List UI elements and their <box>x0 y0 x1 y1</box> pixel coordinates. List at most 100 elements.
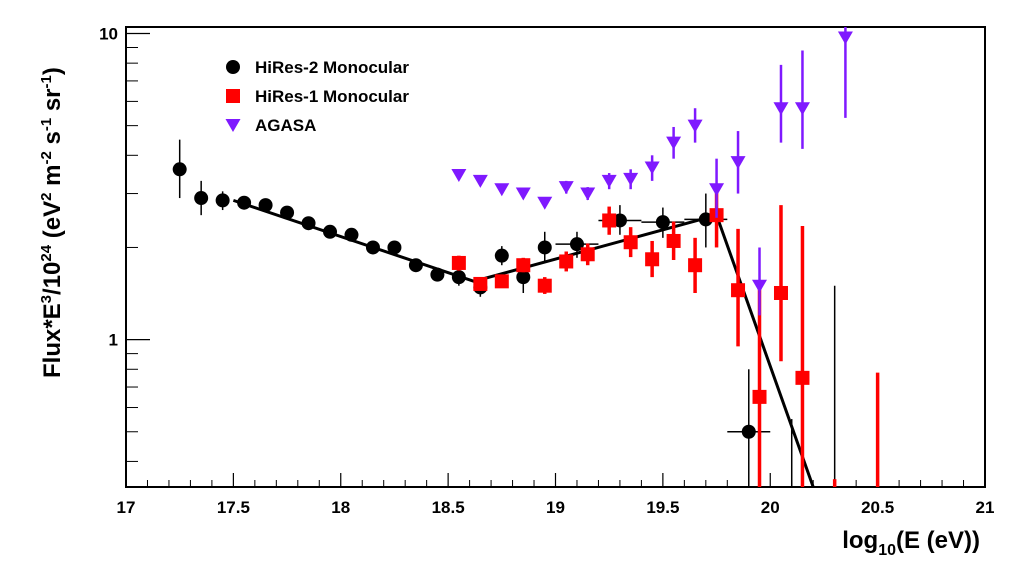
point-0-20 <box>655 215 670 230</box>
point-0-1 <box>194 191 209 206</box>
point-1-15 <box>773 285 788 300</box>
x-axis-title-rest: (E (eV)) <box>896 527 980 554</box>
y-title-s6: -1 <box>38 75 55 88</box>
legend-marker-2 <box>225 119 241 132</box>
point-0-5 <box>280 205 295 220</box>
x-tick-label-2: 18 <box>331 498 350 517</box>
legend-label-0: HiRes-2 Monocular <box>255 58 409 77</box>
y-title-p7: ) <box>39 67 66 75</box>
legend-label-2: AGASA <box>255 116 316 135</box>
point-0-3 <box>237 195 252 210</box>
point-2-16 <box>794 102 810 116</box>
point-2-13 <box>730 156 746 170</box>
point-1-16 <box>795 370 810 385</box>
point-1-5 <box>559 254 574 269</box>
point-2-15 <box>773 102 789 116</box>
series-1 <box>451 184 880 487</box>
point-0-22 <box>741 424 756 439</box>
point-1-14 <box>752 389 767 404</box>
legend: HiRes-2 Monocular HiRes-1 Monocular AGASA <box>225 58 409 135</box>
point-1-0 <box>451 255 466 270</box>
point-1-4 <box>537 278 552 293</box>
series-2 <box>451 27 853 316</box>
point-0-13 <box>451 270 466 285</box>
point-0-2 <box>215 193 230 208</box>
point-0-7 <box>323 224 338 239</box>
y-title-p2: /10 <box>39 262 66 295</box>
point-1-6 <box>580 247 595 262</box>
point-1-8 <box>623 235 638 250</box>
point-0-21 <box>698 212 713 227</box>
point-2-9 <box>644 161 660 175</box>
y-tick-label-1: 10 <box>99 24 118 43</box>
point-2-2 <box>494 183 510 197</box>
point-2-6 <box>580 187 596 201</box>
point-0-12 <box>430 267 445 282</box>
x-tick-label-4: 19 <box>546 498 565 517</box>
y-title-p5: s <box>39 131 66 151</box>
point-0-19 <box>612 213 627 228</box>
y-title-p4: m <box>39 165 66 193</box>
point-2-11 <box>687 119 703 133</box>
point-0-4 <box>258 198 273 213</box>
point-2-8 <box>623 172 639 186</box>
y-title-s3: 2 <box>38 193 55 201</box>
x-tick-label-8: 21 <box>976 498 995 517</box>
series-0 <box>172 139 836 487</box>
point-2-4 <box>537 196 553 210</box>
x-tick-label-1: 17.5 <box>217 498 250 517</box>
y-title-s4: -2 <box>38 151 55 164</box>
x-tick-label-7: 20.5 <box>861 498 894 517</box>
legend-marker-1 <box>226 89 240 103</box>
point-1-2 <box>494 274 509 289</box>
y-title-s1: 3 <box>38 295 55 303</box>
point-0-9 <box>365 240 380 255</box>
point-0-6 <box>301 216 316 231</box>
point-0-17 <box>537 240 552 255</box>
x-axis-title-sub: 10 <box>878 542 896 559</box>
point-1-9 <box>645 252 660 267</box>
point-1-13 <box>731 283 746 298</box>
y-title-p6: sr <box>39 88 66 117</box>
point-0-0 <box>172 162 187 177</box>
point-2-1 <box>472 174 488 188</box>
legend-label-1: HiRes-1 Monocular <box>255 87 409 106</box>
fit-line-group <box>232 198 815 488</box>
point-0-10 <box>387 240 402 255</box>
point-0-16 <box>516 270 531 285</box>
x-tick-label-6: 20 <box>761 498 780 517</box>
point-1-11 <box>688 258 703 273</box>
y-tick-label-0: 1 <box>109 331 118 350</box>
fit-line <box>232 198 815 488</box>
point-2-0 <box>451 168 467 182</box>
point-0-15 <box>494 248 509 263</box>
point-0-11 <box>408 258 423 273</box>
point-1-1 <box>473 276 488 291</box>
y-title-s5: -1 <box>38 118 55 131</box>
point-2-17 <box>837 31 853 45</box>
point-2-5 <box>558 181 574 195</box>
y-axis-title: Flux*E3/1024 (eV2 m-2 s-1 sr-1) <box>38 67 66 378</box>
y-title-s2: 24 <box>38 244 55 261</box>
point-2-7 <box>601 174 617 188</box>
point-1-10 <box>666 233 681 248</box>
point-2-14 <box>752 279 768 293</box>
data-marks <box>172 27 880 487</box>
y-title-p1: Flux*E <box>39 303 66 378</box>
legend-marker-0 <box>226 60 240 74</box>
axis-ticks: 17 17.5 18 18.5 19 19.5 20 20.5 21 1 10 <box>99 24 994 517</box>
point-1-3 <box>516 258 531 273</box>
point-2-12 <box>709 183 725 197</box>
x-axis-title: log10(E (eV)) <box>842 527 980 559</box>
point-2-3 <box>515 187 531 201</box>
point-0-8 <box>344 227 359 242</box>
x-tick-label-0: 17 <box>117 498 136 517</box>
point-1-7 <box>602 213 617 228</box>
point-2-10 <box>666 136 682 150</box>
point-0-18 <box>569 237 584 252</box>
x-tick-label-5: 19.5 <box>646 498 679 517</box>
x-tick-label-3: 18.5 <box>432 498 465 517</box>
x-axis-title-base: log <box>842 527 878 554</box>
y-title-p3: (eV <box>39 201 66 245</box>
